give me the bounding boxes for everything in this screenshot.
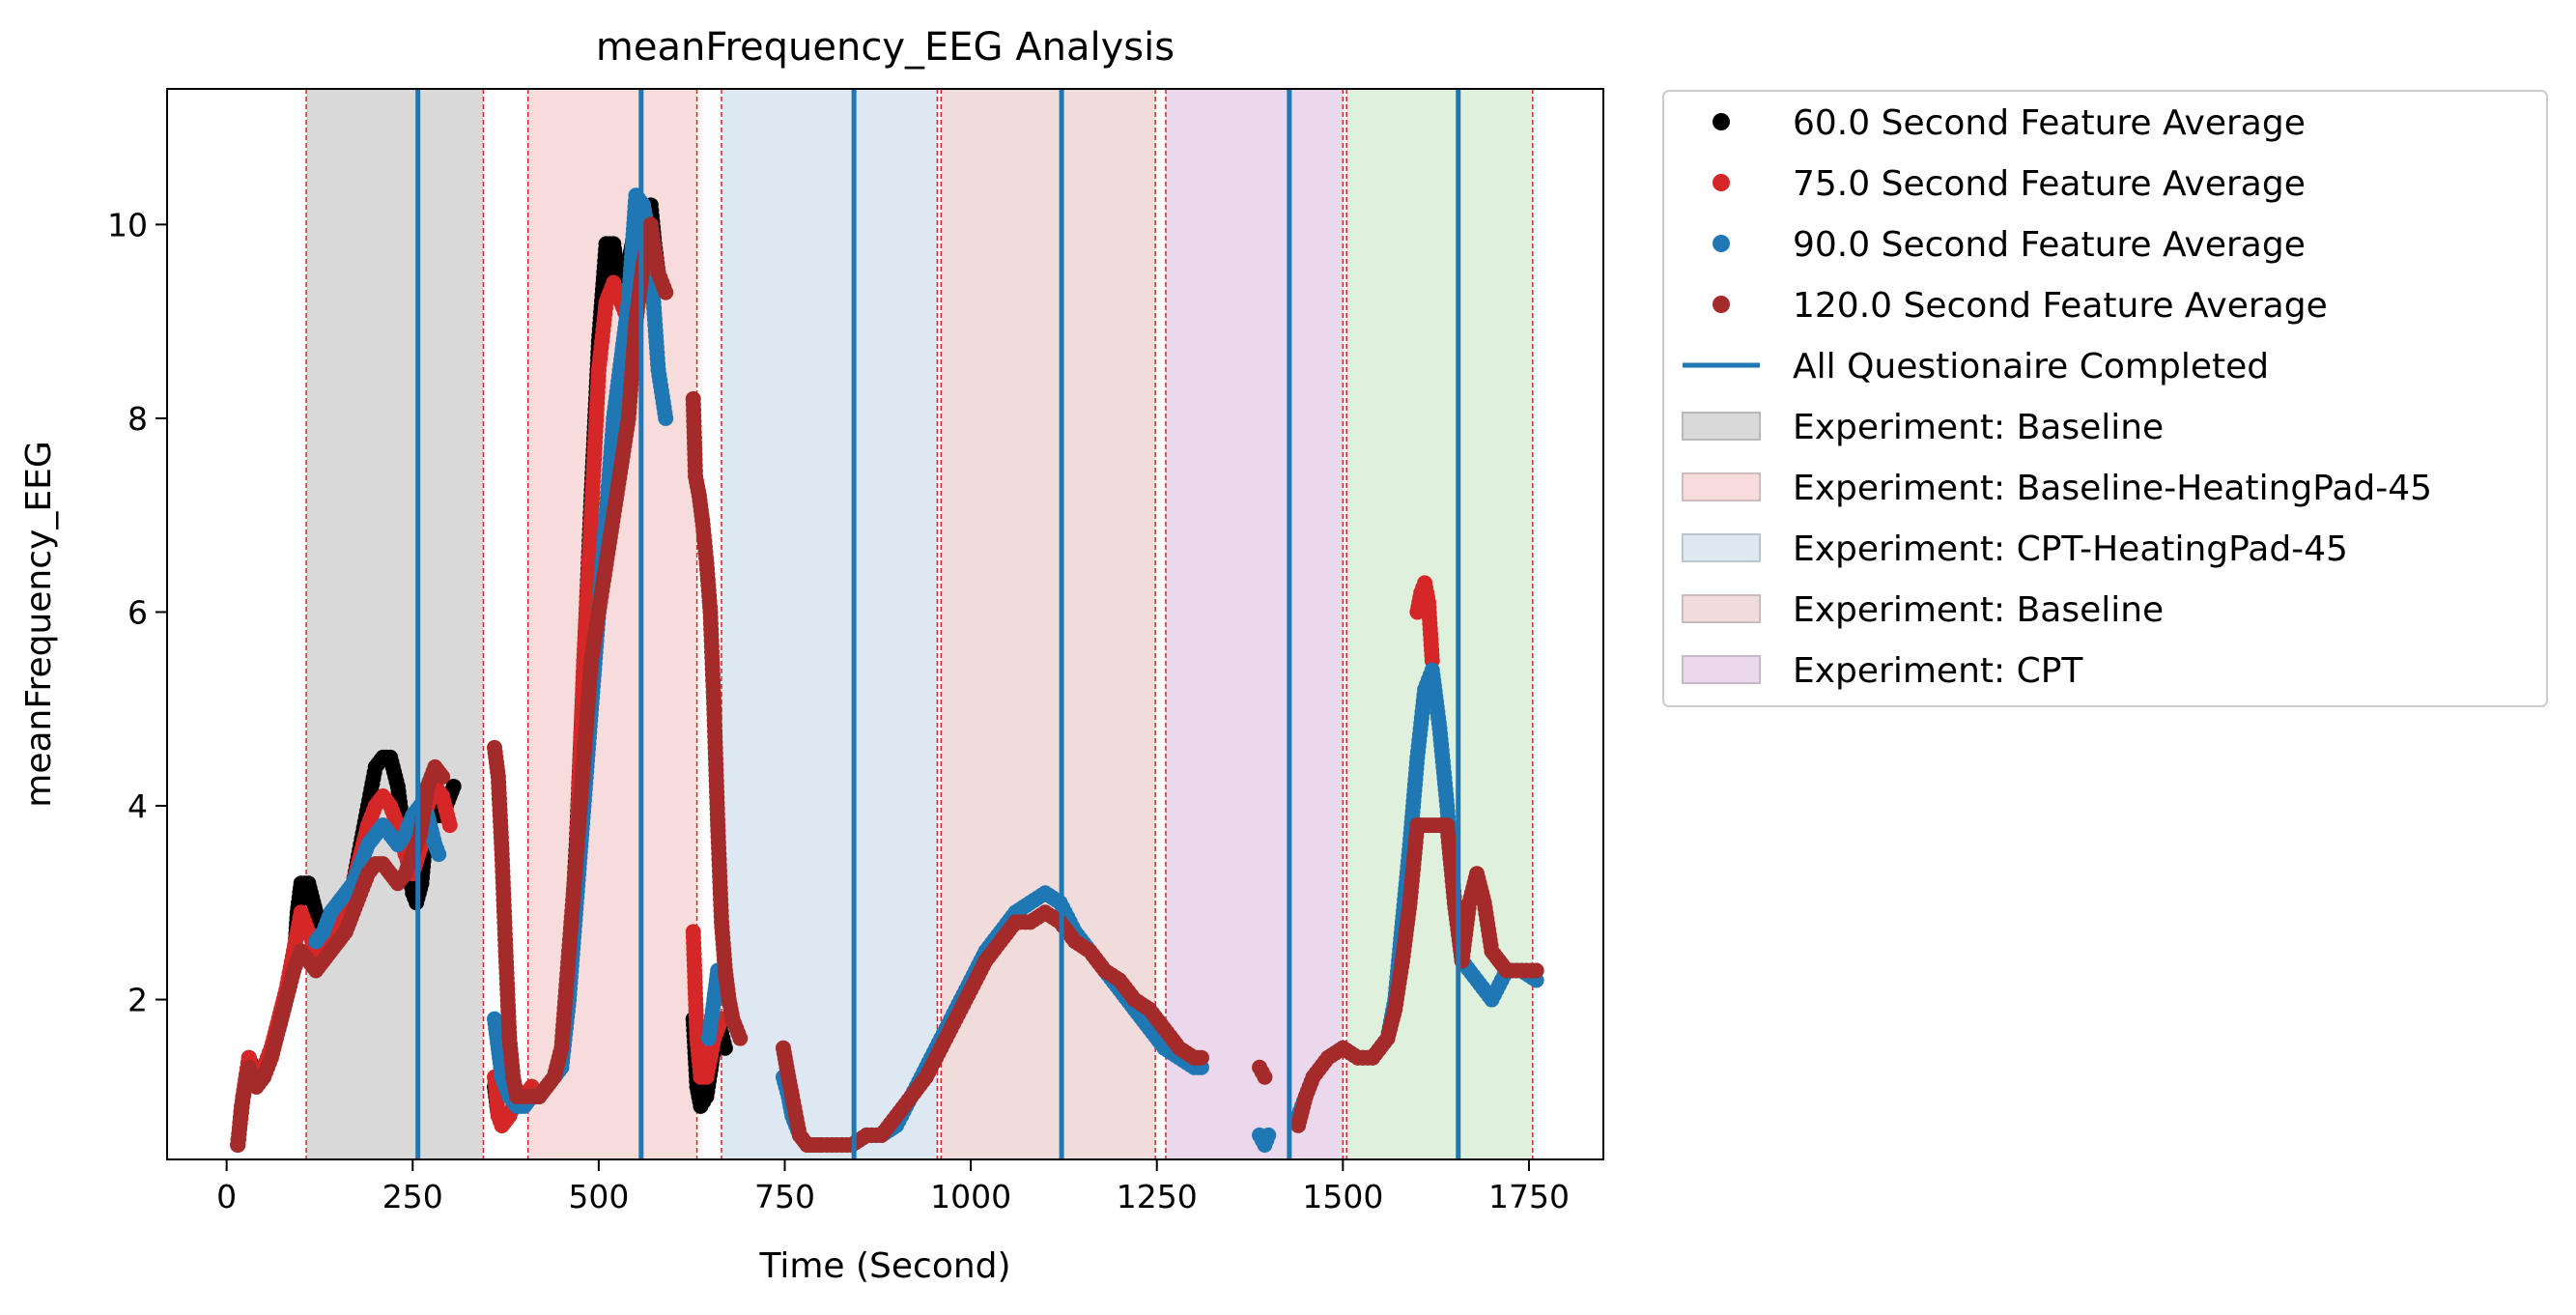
y-tick-label: 4 <box>127 787 148 825</box>
legend-patch-border <box>1682 533 1761 562</box>
legend-marker <box>1713 113 1730 130</box>
y-tick-label: 10 <box>107 206 148 243</box>
legend-label: 60.0 Second Feature Average <box>1793 103 2306 143</box>
legend-patch-swatch <box>1682 533 1761 562</box>
x-axis-label: Time (Second) <box>758 1246 1010 1286</box>
data-point-series-3 <box>732 1030 749 1046</box>
legend-label: 90.0 Second Feature Average <box>1793 225 2306 265</box>
data-point-series-2 <box>658 410 674 426</box>
data-point-series-1 <box>441 817 458 834</box>
legend-patch-border <box>1682 594 1761 623</box>
data-point-series-3 <box>1193 1049 1209 1066</box>
legend-marker <box>1713 235 1730 252</box>
experiment-phase-bands <box>306 89 1533 1159</box>
y-tick-label: 2 <box>127 982 148 1019</box>
legend-patch-border <box>1682 472 1761 501</box>
chart-title: meanFrequency_EEG Analysis <box>596 25 1175 70</box>
legend-label: 75.0 Second Feature Average <box>1793 164 2306 204</box>
phase-band-2 <box>721 89 938 1159</box>
data-point-series-3 <box>435 768 451 785</box>
legend-patch-swatch <box>1682 594 1761 623</box>
x-tick-label: 500 <box>568 1178 629 1215</box>
data-point-series-3 <box>658 284 674 300</box>
y-axis-label: meanFrequency_EEG <box>19 441 59 807</box>
legend-item: 75.0 Second Feature Average <box>1713 164 2306 204</box>
legend-item: Experiment: CPT-HeatingPad-45 <box>1682 529 2348 569</box>
x-tick-label: 750 <box>754 1178 815 1215</box>
legend-item: Experiment: Baseline-HeatingPad-45 <box>1682 469 2432 508</box>
phase-band-4 <box>1165 89 1344 1159</box>
legend-item: Experiment: CPT <box>1682 651 2083 691</box>
legend-label: Experiment: Baseline <box>1793 590 2164 630</box>
legend-label: Experiment: CPT <box>1793 651 2083 691</box>
questionnaire-lines <box>415 89 1461 1159</box>
data-point-series-2 <box>431 846 447 863</box>
x-tick-label: 0 <box>216 1178 237 1215</box>
legend-box <box>1662 90 2548 707</box>
legend-item: 60.0 Second Feature Average <box>1713 103 2306 143</box>
x-tick-label: 1750 <box>1488 1178 1570 1215</box>
legend-patch-swatch <box>1682 655 1761 684</box>
plot-frame <box>166 88 1604 1160</box>
legend-patch-border <box>1682 412 1761 441</box>
legend-patch-border <box>1682 655 1761 684</box>
legend-item: Experiment: Baseline <box>1682 408 2164 447</box>
x-tick-label: 250 <box>382 1178 443 1215</box>
legend-label: Experiment: Baseline <box>1793 408 2164 447</box>
legend-marker <box>1713 174 1730 191</box>
y-tick-label: 6 <box>127 593 148 631</box>
phase-band-5 <box>1346 89 1533 1159</box>
data-point-series-2 <box>1260 1127 1277 1143</box>
legend-label: 120.0 Second Feature Average <box>1793 286 2328 326</box>
phase-band-0 <box>306 89 484 1159</box>
y-tick-label: 8 <box>127 400 148 438</box>
legend: 60.0 Second Feature Average 75.0 Second F… <box>1662 90 2548 707</box>
data-point-series-0 <box>717 1040 733 1056</box>
legend-item: 120.0 Second Feature Average <box>1713 286 2328 326</box>
legend-label: Experiment: CPT-HeatingPad-45 <box>1793 529 2348 569</box>
data-point-series-0 <box>445 778 462 794</box>
legend-item: All Questionaire Completed <box>1683 347 2269 386</box>
legend-label: All Questionaire Completed <box>1793 347 2269 386</box>
data-points <box>230 187 1544 1153</box>
x-tick-label: 1250 <box>1117 1178 1198 1215</box>
data-point-series-3 <box>1528 962 1544 979</box>
axes: 0 250 500 750 1000 1250 1500 1750 2 4 6 8 10 <box>107 206 1570 1215</box>
x-tick-label: 1000 <box>930 1178 1011 1215</box>
data-point-series-3 <box>1257 1069 1273 1085</box>
x-tick-label: 1500 <box>1302 1178 1383 1215</box>
legend-marker <box>1713 296 1730 313</box>
legend-item: Experiment: Baseline <box>1682 590 2164 630</box>
legend-patch-swatch <box>1682 472 1761 501</box>
legend-label: Experiment: Baseline-HeatingPad-45 <box>1793 469 2432 508</box>
legend-patch-swatch <box>1682 412 1761 441</box>
legend-item: 90.0 Second Feature Average <box>1713 225 2306 265</box>
